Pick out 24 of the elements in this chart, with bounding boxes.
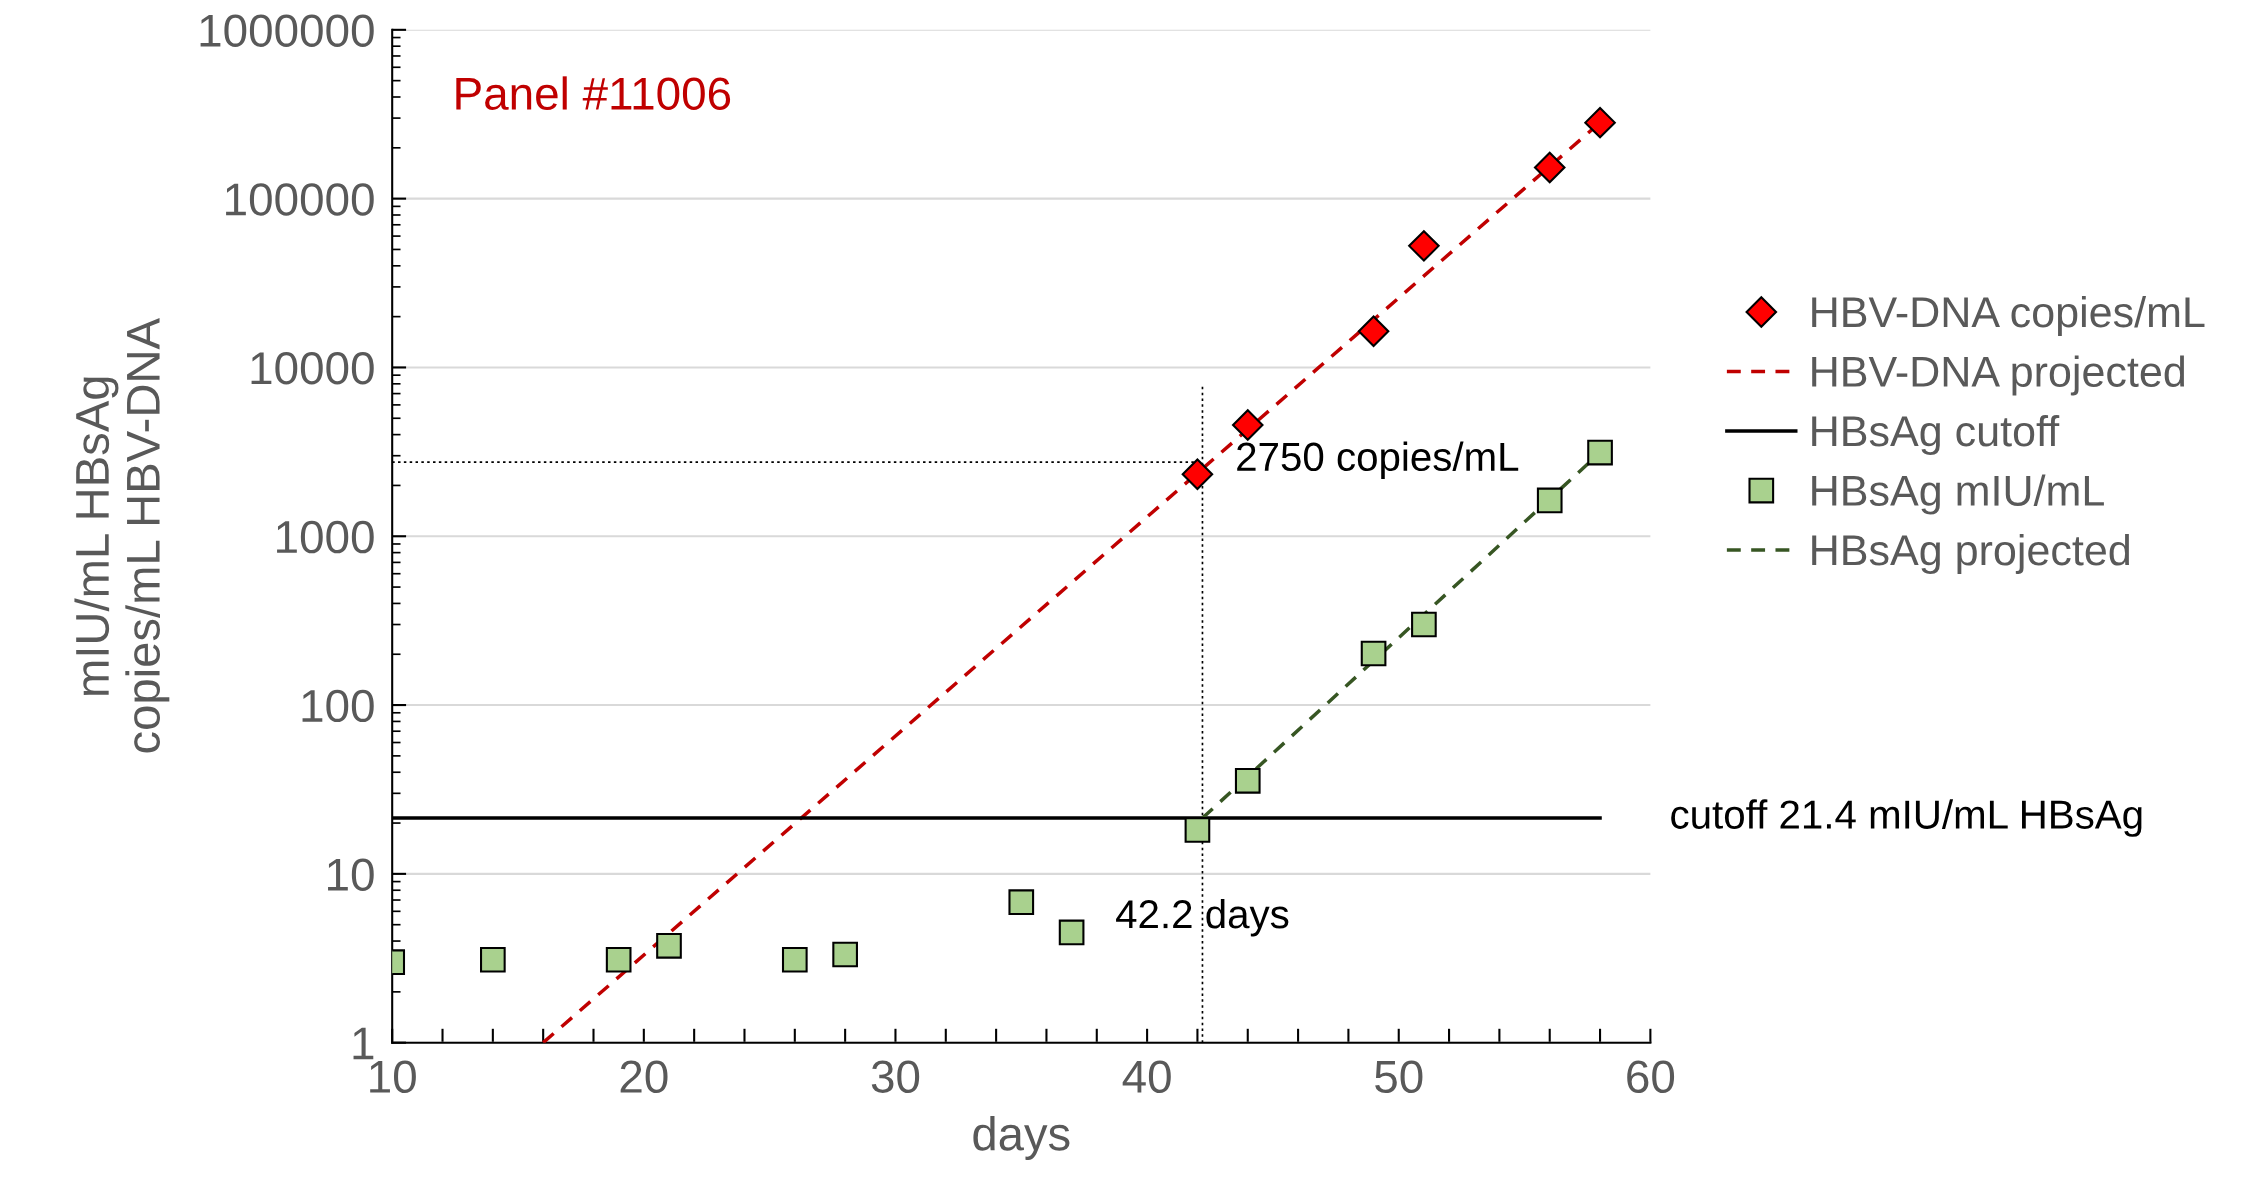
x-tick-label: 40 — [1122, 1060, 1171, 1094]
x-tick-label: 30 — [871, 1060, 920, 1094]
y-axis-title: mIU/mL HBsAg copies/mL HBV-DNA — [74, 318, 170, 753]
y-tick-label: 100 — [302, 689, 374, 723]
annotation: cutoff 21.4 mIU/mL HBsAg — [1671, 799, 2142, 837]
legend-label: HBsAg cutoff — [1812, 414, 2060, 456]
x-axis-title: days — [973, 1115, 1070, 1160]
y-tick-label: 100000 — [226, 183, 374, 216]
annotation: 42.2 days — [1116, 898, 1289, 937]
annotation: Panel #11006 — [456, 76, 731, 110]
y-tick-label: 1000000 — [200, 14, 374, 47]
x-tick-label: 10 — [370, 1060, 416, 1094]
y-tick-label: 10000 — [251, 352, 374, 385]
x-tick-label: 60 — [1627, 1060, 1675, 1094]
legend-label: HBV-DNA copies/mL — [1812, 295, 2205, 337]
legend-label: HBsAg projected — [1812, 533, 2129, 575]
legend-label: HBV-DNA projected — [1812, 355, 2185, 396]
legend-label: HBsAg mIU/mL — [1812, 474, 2104, 515]
annotation: 2750 copies/mL — [1237, 441, 1519, 480]
x-tick-label: 20 — [620, 1060, 668, 1094]
y-tick-label: 10 — [328, 858, 374, 891]
y-tick-label: 1000 — [277, 520, 374, 554]
y-tick-label: 1 — [353, 1027, 374, 1060]
x-tick-label: 50 — [1375, 1060, 1423, 1094]
